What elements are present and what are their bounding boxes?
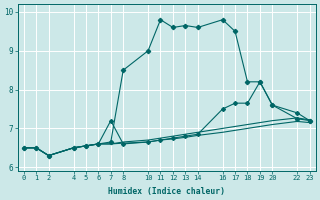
X-axis label: Humidex (Indice chaleur): Humidex (Indice chaleur) [108,187,225,196]
